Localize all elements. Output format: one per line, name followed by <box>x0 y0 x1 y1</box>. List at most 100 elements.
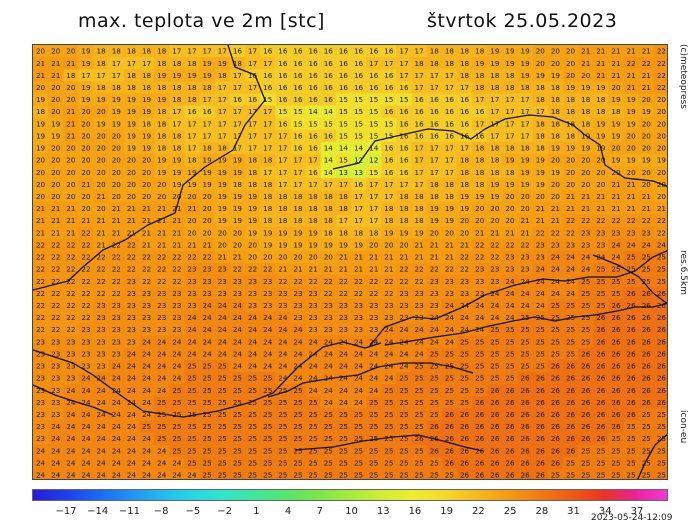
temperature-value: 18 <box>460 47 470 56</box>
temperature-value: 20 <box>51 83 61 92</box>
temperature-value: 23 <box>263 301 272 310</box>
temperature-value: 19 <box>445 204 455 213</box>
temperature-value: 23 <box>460 277 469 286</box>
temperature-value: 17 <box>445 168 454 177</box>
temperature-value: 24 <box>66 446 76 455</box>
temperature-value: 16 <box>293 59 303 68</box>
temperature-value: 22 <box>81 228 90 237</box>
temperature-value: 22 <box>66 289 75 298</box>
grid-cell <box>305 263 322 276</box>
temperature-value: 18 <box>97 83 107 92</box>
temperature-value: 23 <box>142 313 151 322</box>
temperature-value: 26 <box>611 410 621 419</box>
temperature-value: 18 <box>399 192 409 201</box>
temperature-value: 16 <box>324 83 334 92</box>
grid-cell <box>169 178 186 191</box>
grid-cell <box>517 250 534 264</box>
temperature-value: 16 <box>399 119 409 128</box>
temperature-value: 25 <box>399 434 408 443</box>
temperature-value: 20 <box>127 156 137 165</box>
grid-cell <box>502 57 519 70</box>
temperature-value: 16 <box>445 119 455 128</box>
temperature-value: 25 <box>460 349 469 358</box>
temperature-value: 26 <box>596 337 606 346</box>
temperature-value: 21 <box>233 253 242 262</box>
temperature-value: 25 <box>536 337 545 346</box>
temperature-value: 25 <box>551 337 560 346</box>
temperature-value: 25 <box>203 410 212 419</box>
temperature-value: 24 <box>505 313 515 322</box>
temperature-value: 18 <box>97 59 107 68</box>
grid-cell <box>290 117 307 131</box>
temperature-value: 26 <box>566 398 576 407</box>
temperature-value: 23 <box>324 301 333 310</box>
temperature-value: 21 <box>642 192 651 201</box>
temperature-value: 26 <box>642 362 652 371</box>
temperature-value: 25 <box>430 374 439 383</box>
temperature-value: 26 <box>445 458 455 467</box>
temperature-value: 26 <box>611 325 621 334</box>
temperature-value: 20 <box>293 253 303 262</box>
temperature-value: 25 <box>384 386 393 395</box>
temperature-value: 24 <box>536 289 546 298</box>
temperature-value: 19 <box>384 228 394 237</box>
temperature-value: 18 <box>566 107 576 116</box>
grid-cell <box>578 105 594 119</box>
temperature-value: 18 <box>505 168 515 177</box>
grid-cell <box>441 238 458 252</box>
temperature-value: 22 <box>51 277 60 286</box>
temperature-value: 12 <box>354 156 363 165</box>
temperature-value: 20 <box>642 168 652 177</box>
temperature-value: 24 <box>157 471 167 480</box>
grid-cell <box>214 154 231 167</box>
temperature-value: 25 <box>248 422 257 431</box>
temperature-value: 25 <box>263 374 272 383</box>
grid-cell <box>487 178 504 191</box>
grid-cell <box>63 250 80 264</box>
temperature-value: 24 <box>278 337 288 346</box>
grid-cell <box>78 93 95 107</box>
temperature-value: 23 <box>127 289 136 298</box>
temperature-value: 24 <box>354 349 364 358</box>
temperature-value: 26 <box>657 289 667 298</box>
grid-cell <box>320 178 337 191</box>
temperature-value: 26 <box>627 313 637 322</box>
temperature-value: 25 <box>187 410 196 419</box>
temperature-value: 19 <box>627 107 637 116</box>
temperature-value: 24 <box>293 362 303 371</box>
temperature-value: 18 <box>309 192 319 201</box>
temperature-value: 19 <box>36 144 46 153</box>
temperature-value: 25 <box>596 277 605 286</box>
temperature-value: 23 <box>505 265 514 274</box>
temperature-value: 25 <box>399 458 408 467</box>
temperature-value: 22 <box>384 289 393 298</box>
grid-cell <box>214 57 231 70</box>
temperature-value: 17 <box>354 204 363 213</box>
temperature-value: 21 <box>445 253 454 262</box>
temperature-value: 22 <box>66 313 75 322</box>
temperature-value: 24 <box>112 386 122 395</box>
temperature-value: 25 <box>263 386 272 395</box>
grid-cell <box>623 178 640 191</box>
temperature-value: 26 <box>642 349 652 358</box>
temperature-value: 19 <box>415 228 425 237</box>
temperature-value: 17 <box>490 131 499 140</box>
grid-cell <box>78 275 95 288</box>
temperature-value: 18 <box>505 71 515 80</box>
temperature-value: 23 <box>36 410 45 419</box>
grid-cell <box>139 93 155 107</box>
grid-cell <box>547 105 564 119</box>
temperature-value: 25 <box>278 386 287 395</box>
grid-cell <box>563 250 579 264</box>
grid-cell <box>366 166 382 179</box>
temperature-value: 22 <box>36 265 45 274</box>
temperature-value: 19 <box>187 168 197 177</box>
temperature-value: 19 <box>218 180 228 189</box>
temperature-value: 25 <box>248 446 257 455</box>
run-timestamp: 2023-05-24-12:09 <box>591 513 673 523</box>
temperature-value: 25 <box>581 301 590 310</box>
grid-cell <box>184 250 201 264</box>
grid-cell <box>33 45 49 58</box>
temperature-value: 25 <box>203 362 212 371</box>
temperature-value: 22 <box>51 253 60 262</box>
